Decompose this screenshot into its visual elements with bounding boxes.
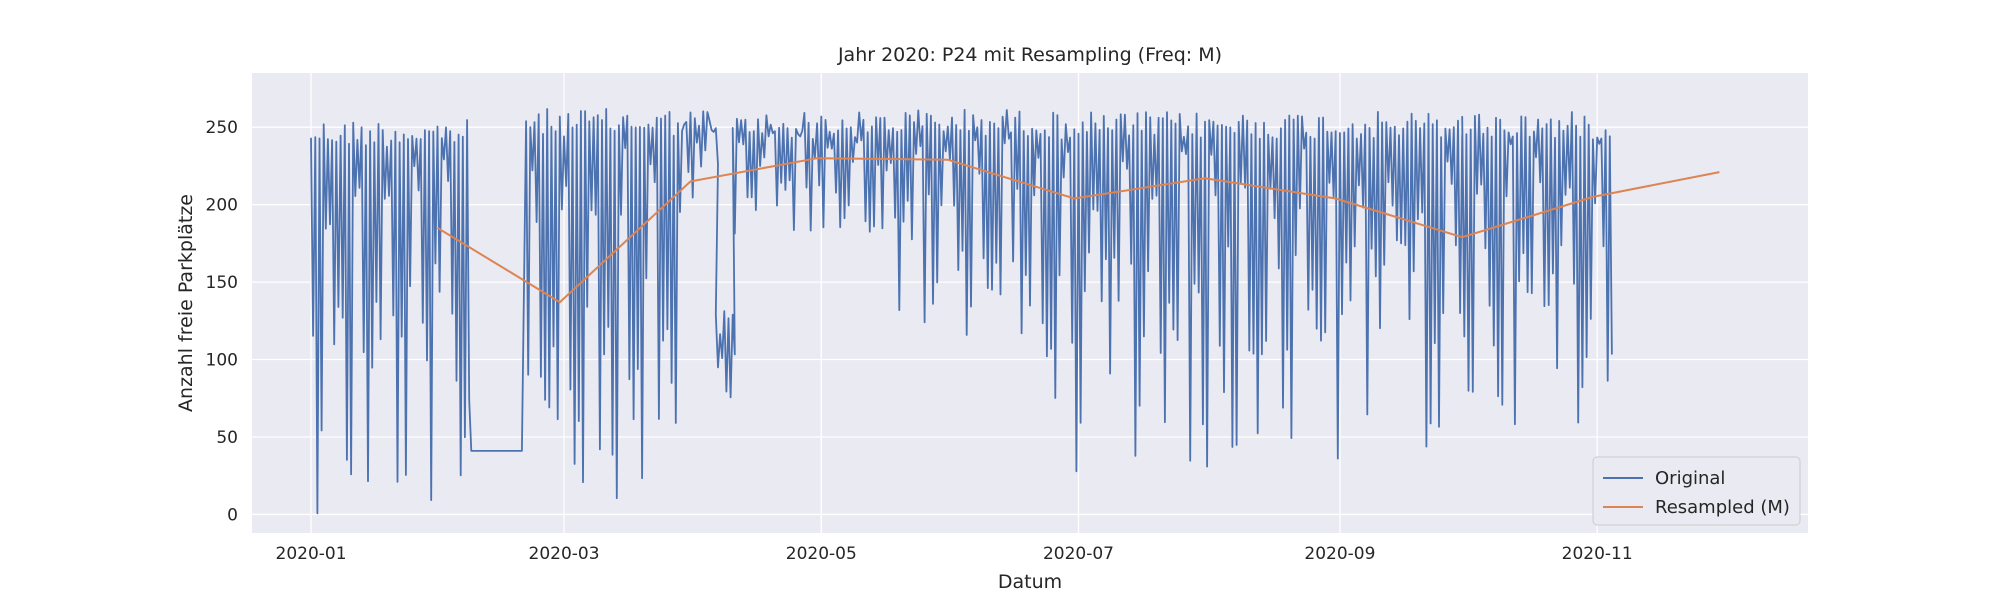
chart-title: Jahr 2020: P24 mit Resampling (Freq: M) — [837, 44, 1222, 66]
x-tick-label: 2020-07 — [1043, 544, 1114, 564]
x-axis-ticks: 2020-01 2020-03 2020-05 2020-07 2020-09 2020-… — [276, 544, 1633, 564]
y-tick-label: 100 — [206, 351, 238, 371]
y-tick-label: 200 — [206, 196, 238, 216]
y-tick-label: 250 — [206, 118, 238, 138]
x-tick-label: 2020-05 — [786, 544, 857, 564]
legend-label-original: Original — [1655, 468, 1725, 489]
y-tick-label: 0 — [227, 505, 238, 525]
y-axis-ticks: 0 50 100 150 200 250 — [206, 118, 238, 525]
series-resampled-line — [436, 157, 1720, 304]
x-tick-label: 2020-03 — [529, 544, 600, 564]
legend: Original Resampled (M) — [1592, 456, 1801, 526]
series-original — [310, 108, 1613, 515]
x-tick-label: 2020-09 — [1304, 544, 1375, 564]
y-tick-label: 50 — [216, 428, 238, 448]
y-axis-label: Anzahl freie Parkplätze — [175, 194, 197, 412]
legend-box — [1592, 456, 1801, 526]
x-tick-label: 2020-01 — [276, 544, 347, 564]
series-resampled — [436, 157, 1720, 304]
y-tick-label: 150 — [206, 273, 238, 293]
x-axis-label: Datum — [998, 571, 1062, 593]
legend-label-resampled: Resampled (M) — [1655, 497, 1790, 518]
x-tick-label: 2020-11 — [1562, 544, 1633, 564]
series-original-line — [310, 108, 1613, 515]
